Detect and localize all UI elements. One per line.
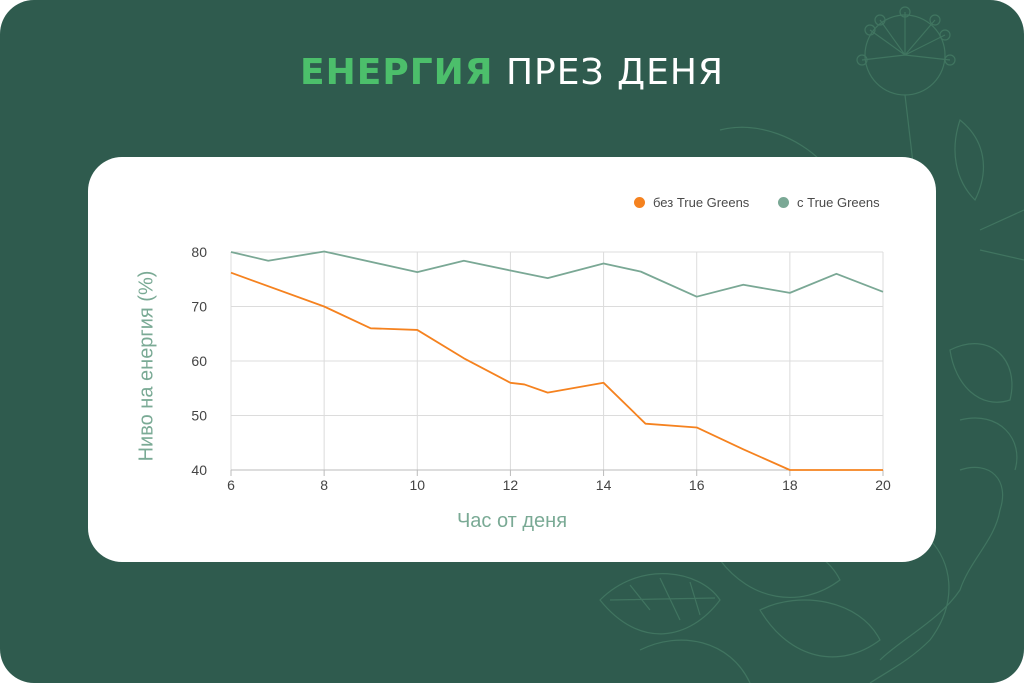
chart-card (88, 157, 936, 562)
y-axis-label: Ниво на енергия (%) (135, 270, 158, 462)
series-line-without (230, 271, 883, 471)
legend-marker-with (778, 197, 789, 208)
x-tick-label: 16 (689, 477, 705, 493)
x-tick-label: 14 (596, 477, 612, 493)
x-tick-label: 12 (503, 477, 519, 493)
legend-item-without: без True Greens (634, 195, 749, 210)
chart-legend: без True Greens с True Greens (0, 195, 1024, 213)
legend-marker-without (634, 197, 645, 208)
x-tick-label: 20 (875, 477, 891, 493)
x-axis-label: Час от деня (456, 510, 568, 532)
series-line-with (230, 250, 884, 298)
legend-label-without: без True Greens (653, 195, 750, 210)
legend-label-with: с True Greens (797, 195, 880, 210)
x-tick-label: 6 (227, 477, 235, 493)
title-accent: ЕНЕРГИЯ (300, 52, 494, 93)
x-tick-label: 8 (320, 477, 328, 493)
y-tick-label: 60 (191, 353, 207, 369)
y-tick-label: 70 (191, 299, 207, 315)
y-tick-label: 50 (191, 408, 207, 424)
y-tick-label: 40 (191, 462, 207, 478)
title-rest: ПРЕЗ ДЕНЯ (505, 52, 724, 93)
page-title: ЕНЕРГИЯ ПРЕЗ ДЕНЯ (0, 52, 1024, 93)
x-tick-label: 18 (782, 477, 798, 493)
y-tick-label: 80 (191, 244, 207, 260)
x-tick-label: 10 (409, 477, 425, 493)
legend-item-with: с True Greens (778, 195, 880, 210)
